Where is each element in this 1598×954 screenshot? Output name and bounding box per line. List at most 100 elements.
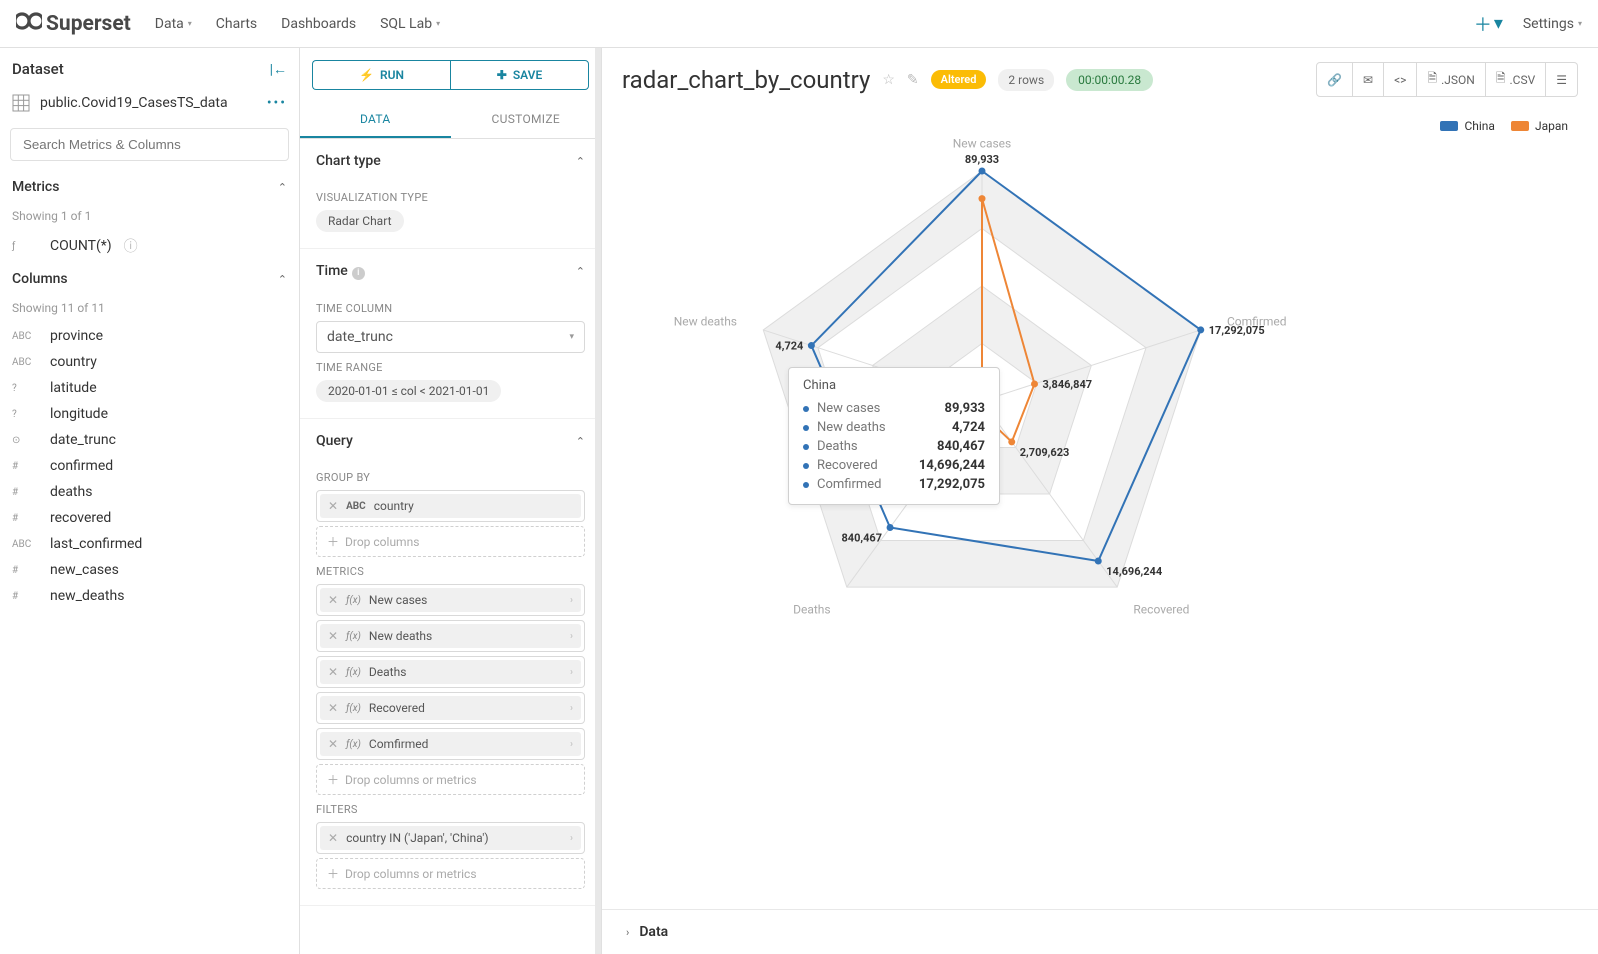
nav-data[interactable]: Data ▾ — [155, 16, 192, 32]
collapse-sidebar-icon[interactable]: |← — [270, 61, 287, 78]
column-item[interactable]: #recovered — [0, 505, 299, 531]
remove-icon[interactable]: ✕ — [328, 593, 338, 607]
caret-icon: ▾ — [1578, 19, 1582, 28]
legend-item[interactable]: China — [1440, 119, 1495, 133]
more-button[interactable]: ☰ — [1546, 62, 1578, 97]
star-icon[interactable]: ☆ — [882, 72, 895, 88]
viz-type-pill[interactable]: Radar Chart — [316, 210, 404, 232]
run-button[interactable]: ⚡RUN — [312, 60, 450, 90]
dataset-more-icon[interactable]: ••• — [267, 95, 287, 111]
svg-text:4,724: 4,724 — [775, 340, 804, 353]
groupby-tag[interactable]: ✕ABCcountry — [320, 494, 581, 518]
time-section-toggle[interactable]: Timei ⌃ — [300, 249, 601, 294]
logo[interactable]: Superset — [16, 11, 131, 36]
drop-columns-zone[interactable]: ＋Drop columns — [316, 526, 585, 557]
info-icon: i — [352, 267, 365, 280]
export-csv-button[interactable]: 🗎.CSV — [1486, 62, 1546, 97]
chevron-right-icon: › — [570, 631, 573, 642]
save-button[interactable]: ✚SAVE — [450, 60, 589, 90]
dataset-selector[interactable]: public.Covid19_CasesTS_data ••• — [0, 86, 299, 120]
svg-text:2,709,623: 2,709,623 — [1020, 446, 1070, 459]
chevron-right-icon: › — [570, 739, 573, 750]
nav-sql-lab[interactable]: SQL Lab ▾ — [380, 16, 440, 32]
search-input[interactable] — [10, 128, 289, 161]
data-panel-toggle[interactable]: › Data — [602, 909, 1598, 954]
metric-tag[interactable]: ✕ƒ(x)Recovered› — [320, 696, 581, 720]
column-item[interactable]: ? longitude — [0, 401, 299, 427]
chevron-right-icon: › — [570, 703, 573, 714]
settings-menu[interactable]: Settings ▾ — [1523, 16, 1582, 32]
link-button[interactable]: 🔗 — [1316, 62, 1353, 97]
help-icon: ⓘ — [124, 236, 138, 256]
column-name: date_trunc — [50, 432, 116, 448]
column-item[interactable]: # deaths — [0, 479, 299, 505]
metric-tag[interactable]: ✕ƒ(x)Comfirmed› — [320, 732, 581, 756]
export-json-button[interactable]: 🗎.JSON — [1417, 62, 1485, 97]
type-badge: ABC — [12, 357, 38, 368]
drop-filters-zone[interactable]: ＋Drop columns or metrics — [316, 858, 585, 889]
resize-handle[interactable] — [595, 48, 601, 954]
chevron-up-icon: ⌃ — [576, 435, 585, 448]
column-name: deaths — [50, 484, 92, 500]
metrics-section-toggle[interactable]: Metrics ⌃ — [0, 169, 299, 205]
chart-title: radar_chart_by_country — [622, 66, 870, 94]
column-item[interactable]: ABCprovince — [0, 323, 299, 349]
type-badge: # — [12, 461, 38, 472]
chevron-right-icon: › — [626, 926, 629, 939]
column-item[interactable]: #new_cases — [0, 557, 299, 583]
time-column-select[interactable]: date_trunc▾ — [316, 321, 585, 353]
edit-icon[interactable]: ✎ — [907, 72, 919, 88]
embed-button[interactable]: <> — [1384, 62, 1417, 97]
tab-data[interactable]: DATA — [300, 102, 451, 138]
file-icon: 🗎 — [1427, 69, 1437, 90]
remove-icon[interactable]: ✕ — [328, 665, 338, 679]
column-name: longitude — [50, 406, 108, 422]
nav-charts[interactable]: Charts — [216, 16, 257, 32]
metric-tag[interactable]: ✕ƒ(x)New deaths› — [320, 624, 581, 648]
metric-tag[interactable]: ✕ƒ(x)New cases› — [320, 588, 581, 612]
chevron-up-icon: ⌃ — [576, 155, 585, 168]
column-item[interactable]: ?latitude — [0, 375, 299, 401]
chart-type-toggle[interactable]: Chart type ⌃ — [300, 139, 601, 183]
table-icon — [12, 94, 30, 112]
column-item[interactable]: ⊙ date_trunc — [0, 427, 299, 453]
remove-icon[interactable]: ✕ — [328, 737, 338, 751]
caret-icon: ▾ — [1494, 13, 1503, 34]
type-badge: # — [12, 487, 38, 498]
column-item[interactable]: #confirmed — [0, 453, 299, 479]
column-item[interactable]: #new_deaths — [0, 583, 299, 609]
remove-icon[interactable]: ✕ — [328, 831, 338, 845]
fx-icon: ƒ(x) — [346, 703, 361, 714]
plus-icon: ＋ — [327, 533, 339, 550]
fx-icon: ƒ(x) — [346, 667, 361, 678]
svg-text:14,696,244: 14,696,244 — [1106, 565, 1163, 578]
filter-tag[interactable]: ✕country IN ('Japan', 'China')› — [320, 826, 581, 850]
metric-tag[interactable]: ✕ƒ(x)Deaths› — [320, 660, 581, 684]
column-item[interactable]: ƒCOUNT(*)ⓘ — [0, 231, 299, 261]
remove-icon[interactable]: ✕ — [328, 701, 338, 715]
elapsed-badge: 00:00:00.28 — [1066, 69, 1153, 91]
remove-icon[interactable]: ✕ — [328, 499, 338, 513]
remove-icon[interactable]: ✕ — [328, 629, 338, 643]
type-badge: ⊙ — [12, 435, 38, 446]
time-column-label: TIME COLUMN — [316, 302, 585, 315]
type-badge: ? — [12, 409, 38, 420]
drop-metrics-zone[interactable]: ＋Drop columns or metrics — [316, 764, 585, 795]
time-range-pill[interactable]: 2020-01-01 ≤ col < 2021-01-01 — [316, 380, 501, 402]
caret-down-icon: ▾ — [569, 332, 574, 342]
tab-customize[interactable]: CUSTOMIZE — [451, 102, 602, 138]
svg-text:89,933: 89,933 — [965, 153, 999, 166]
type-badge: ABC — [12, 539, 38, 550]
svg-text:840,467: 840,467 — [841, 532, 882, 545]
nav-dashboards[interactable]: Dashboards — [281, 16, 356, 32]
type-badge: # — [12, 565, 38, 576]
column-item[interactable]: ABClast_confirmed — [0, 531, 299, 557]
columns-section-toggle[interactable]: Columns ⌃ — [0, 261, 299, 297]
type-badge: ƒ — [12, 241, 38, 252]
email-button[interactable]: ✉ — [1353, 62, 1384, 97]
column-item[interactable]: ABCcountry — [0, 349, 299, 375]
altered-badge[interactable]: Altered — [931, 70, 987, 89]
add-button[interactable]: ＋▾ — [1474, 11, 1503, 37]
legend-item[interactable]: Japan — [1511, 119, 1568, 133]
query-section-toggle[interactable]: Query ⌃ — [300, 419, 601, 463]
